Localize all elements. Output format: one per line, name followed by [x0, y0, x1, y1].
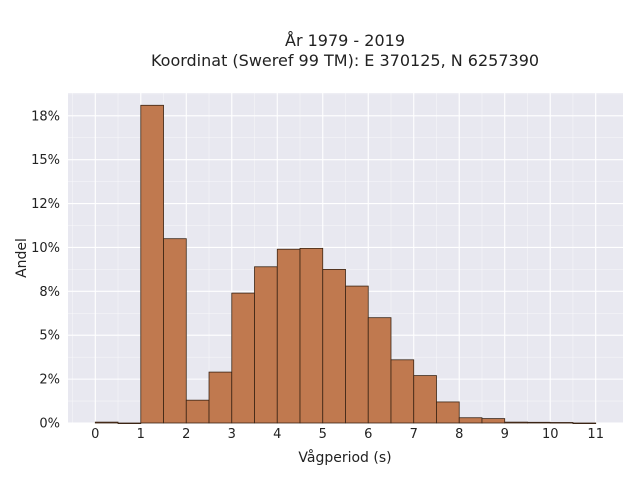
- histogram-bar: [436, 401, 460, 424]
- x-axis-ticks: 0 1 2 3 4 5 6 7 8 9 10 11: [91, 427, 604, 442]
- y-tick-label: 5%: [39, 329, 60, 344]
- x-tick-label: 6: [364, 427, 372, 442]
- histogram-bar: [299, 247, 324, 424]
- x-tick-label: 10: [542, 427, 559, 442]
- x-tick-label: 5: [319, 427, 327, 442]
- histogram-bar: [117, 422, 142, 425]
- y-axis-label: Andel: [14, 238, 30, 278]
- histogram-bar: [163, 238, 187, 424]
- histogram-bar: [572, 422, 597, 425]
- y-tick-label: 12%: [31, 197, 60, 212]
- histogram-bar: [481, 418, 506, 424]
- histogram-bar: [458, 417, 483, 424]
- bars: [94, 104, 597, 425]
- x-tick-label: 2: [182, 427, 190, 442]
- histogram-bar: [322, 269, 346, 424]
- histogram-bar: [549, 422, 574, 424]
- histogram-bar: [367, 317, 392, 424]
- y-axis-ticks: 0% 2% 5% 8% 10% 12% 15% 18%: [31, 109, 60, 431]
- x-tick-label: 4: [273, 427, 281, 442]
- x-tick-label: 0: [91, 427, 99, 442]
- histogram-bar: [413, 375, 437, 424]
- histogram-bar: [276, 248, 301, 424]
- x-tick-label: 7: [410, 427, 418, 442]
- y-tick-label: 0%: [39, 417, 60, 432]
- histogram-bar: [140, 104, 164, 424]
- x-tick-label: 8: [455, 427, 463, 442]
- chart-title-line1: År 1979 - 2019: [285, 31, 405, 50]
- histogram-bar: [208, 371, 233, 424]
- x-tick-label: 11: [587, 427, 604, 442]
- histogram-bar: [390, 359, 415, 424]
- y-tick-label: 18%: [31, 109, 60, 124]
- x-tick-label: 9: [501, 427, 509, 442]
- y-tick-label: 15%: [31, 153, 60, 168]
- histogram-bar: [185, 399, 210, 424]
- x-tick-label: 3: [228, 427, 236, 442]
- y-tick-label: 10%: [31, 241, 60, 256]
- histogram-bar: [94, 421, 119, 424]
- histogram-bar: [504, 421, 528, 424]
- x-axis-label: Vågperiod (s): [298, 449, 391, 466]
- x-tick-label: 1: [137, 427, 145, 442]
- histogram-bar: [231, 292, 255, 424]
- chart-title-line2: Koordinat (Sweref 99 TM): E 370125, N 62…: [151, 51, 539, 70]
- y-tick-label: 8%: [39, 285, 60, 300]
- histogram-bar: [345, 285, 369, 424]
- histogram-bar: [254, 266, 278, 424]
- histogram-bar: [527, 421, 551, 424]
- y-tick-label: 2%: [39, 373, 60, 388]
